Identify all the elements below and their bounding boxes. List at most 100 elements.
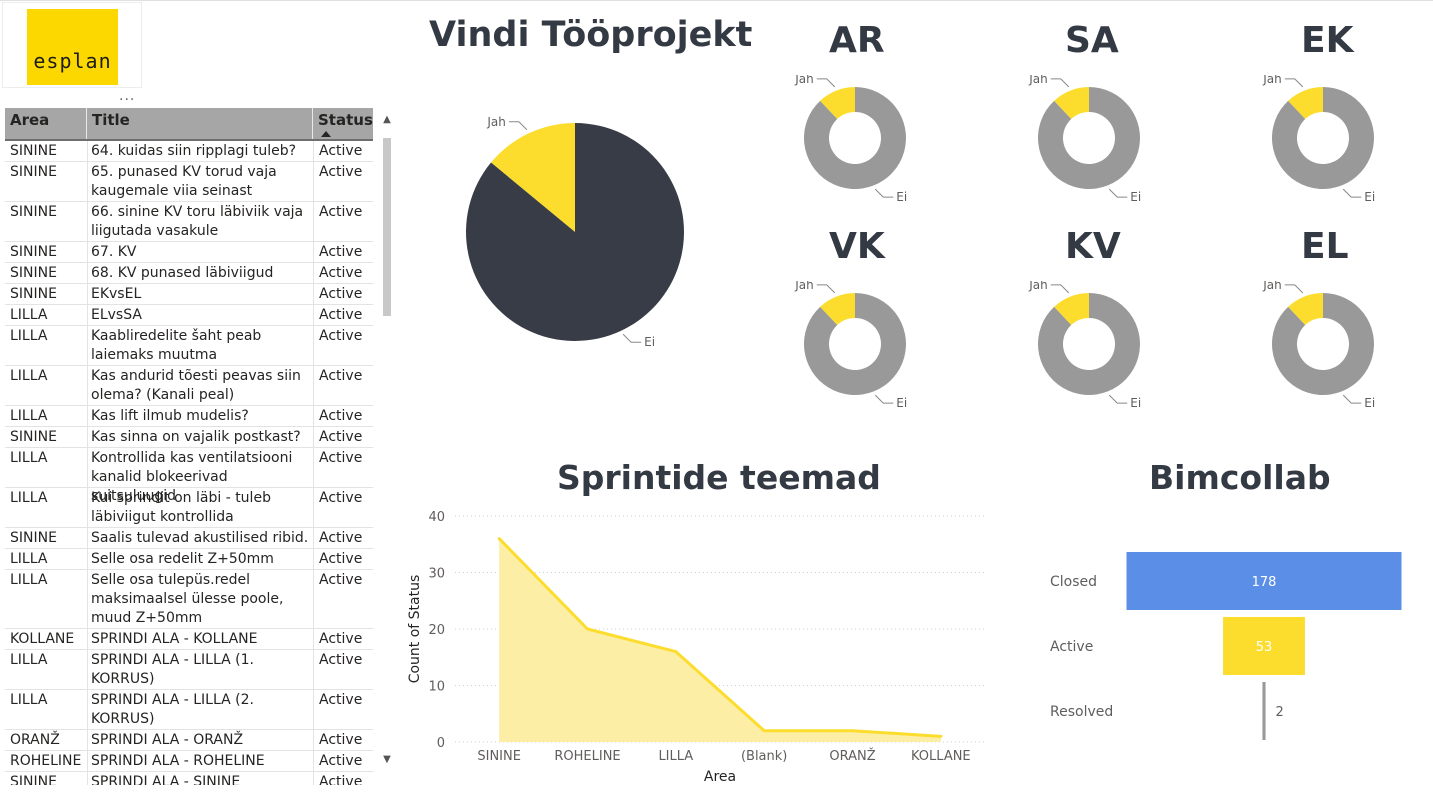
column-divider bbox=[87, 528, 88, 548]
table-row[interactable]: LILLA Selle osa tulepüs.redel maksimaalsel… bbox=[5, 570, 373, 629]
data-point[interactable] bbox=[939, 734, 943, 738]
column-divider bbox=[87, 629, 88, 649]
data-point[interactable] bbox=[497, 537, 501, 541]
cell-status: Active bbox=[319, 204, 363, 220]
column-header-area[interactable]: Area bbox=[5, 108, 87, 139]
table-row[interactable]: SININE 68. KV punased läbiviigud Active bbox=[5, 263, 373, 284]
x-tick-label: SININE bbox=[477, 749, 521, 764]
cell-title: 68. KV punased läbiviigud bbox=[87, 264, 313, 283]
column-header-status[interactable]: Status bbox=[318, 111, 373, 129]
cell-title: Saalis tulevad akustilised ribid. bbox=[87, 529, 313, 548]
table-row[interactable]: LILLA Kaabliredelite šaht peab laiemaks mu… bbox=[5, 326, 373, 366]
slice-ei[interactable] bbox=[1272, 87, 1374, 189]
area-line[interactable] bbox=[498, 537, 941, 738]
slice-ei[interactable] bbox=[466, 123, 684, 341]
table-row[interactable]: LILLA SPRINDI ALA - LILLA (1. KORRUS) Activ… bbox=[5, 650, 373, 690]
slice-jah[interactable] bbox=[820, 87, 855, 120]
table-row[interactable]: SININE 65. punased KV torud vaja kaugemale… bbox=[5, 162, 373, 202]
slice-jah[interactable] bbox=[491, 123, 575, 232]
column-divider bbox=[87, 202, 88, 241]
leader-line-ei bbox=[1342, 188, 1362, 198]
funnel-bar[interactable] bbox=[1126, 552, 1402, 610]
slice-jah[interactable] bbox=[1054, 87, 1089, 120]
funnel-value-label: 178 bbox=[1252, 575, 1277, 590]
table-row[interactable]: SININE 66. sinine KV toru läbiviik vaja li… bbox=[5, 202, 373, 242]
table-row[interactable]: SININE Saalis tulevad akustilised ribid. A… bbox=[5, 528, 373, 549]
column-header-title[interactable]: Title bbox=[87, 108, 313, 139]
label-jah: Jah bbox=[1262, 75, 1282, 86]
slice-jah[interactable] bbox=[1054, 293, 1089, 326]
leader-line-jah bbox=[508, 121, 528, 131]
main-pie-chart: Jah Ei bbox=[466, 115, 684, 349]
leader-line-jah bbox=[816, 78, 836, 88]
sort-ascending-icon[interactable] bbox=[321, 131, 331, 137]
slice-jah[interactable] bbox=[1288, 87, 1323, 120]
table-row[interactable]: LILLA Kas andurid tõesti peavas siin olema… bbox=[5, 366, 373, 406]
table-row[interactable]: SININE Kas sinna on vajalik postkast? Acti… bbox=[5, 427, 373, 448]
data-point[interactable] bbox=[851, 729, 854, 733]
cell-title-line: 67. KV bbox=[91, 244, 137, 260]
y-tick-label: 40 bbox=[428, 510, 445, 525]
column-divider bbox=[313, 690, 314, 729]
table-row[interactable]: LILLA Kui sprindit on läbi - tuleb läbivii… bbox=[5, 488, 373, 528]
table-scrollbar[interactable]: ▲ ▼ bbox=[382, 112, 392, 774]
table-row[interactable]: LILLA Kas lift ilmub mudelis? Active bbox=[5, 406, 373, 427]
cell-status: Active bbox=[319, 429, 363, 445]
cell-area: SININE bbox=[10, 530, 57, 546]
table-row[interactable]: LILLA SPRINDI ALA - LILLA (2. KORRUS) Activ… bbox=[5, 690, 373, 730]
data-point[interactable] bbox=[674, 650, 678, 654]
cell-area: SININE bbox=[10, 143, 57, 159]
cell-title: Kas andurid tõesti peavas siin olema? (Ka… bbox=[87, 367, 313, 405]
slice-ei[interactable] bbox=[1038, 87, 1140, 189]
cell-title: 64. kuidas siin ripplagi tuleb? bbox=[87, 142, 313, 161]
table-row[interactable]: KOLLANE SPRINDI ALA - KOLLANE Active bbox=[5, 629, 373, 650]
column-divider bbox=[87, 263, 88, 283]
slice-ei[interactable] bbox=[1038, 293, 1140, 395]
funnel-bar[interactable] bbox=[1262, 682, 1266, 740]
table-row[interactable]: SININE EKvsEL Active bbox=[5, 284, 373, 305]
cell-title-line: SPRINDI ALA - ROHELINE bbox=[91, 753, 265, 769]
table-row[interactable]: SININE 64. kuidas siin ripplagi tuleb? Act… bbox=[5, 141, 373, 162]
cell-area: LILLA bbox=[10, 551, 48, 567]
cell-title-line: SPRINDI ALA - SININE bbox=[91, 774, 241, 785]
funnel-value-label: 53 bbox=[1256, 640, 1273, 655]
table-row[interactable]: SININE 67. KV Active bbox=[5, 242, 373, 263]
slice-ei[interactable] bbox=[1272, 293, 1374, 395]
donut-chart-el: Jah Ei bbox=[1262, 281, 1375, 410]
more-options-icon[interactable]: ... bbox=[119, 88, 136, 104]
data-point[interactable] bbox=[762, 729, 766, 733]
leader-line-jah bbox=[1284, 284, 1304, 294]
y-tick-label: 30 bbox=[428, 567, 445, 582]
donut-chart-ek: Jah Ei bbox=[1262, 75, 1375, 204]
cell-title-line: muud Z+50mm bbox=[91, 610, 203, 626]
slice-ei[interactable] bbox=[804, 87, 906, 189]
funnel-bar[interactable] bbox=[1223, 617, 1305, 675]
scroll-thumb[interactable] bbox=[383, 138, 391, 316]
table-row[interactable]: ORANŽ SPRINDI ALA - ORANŽ Active bbox=[5, 730, 373, 751]
cell-title-line: Kas andurid tõesti peavas siin bbox=[91, 368, 301, 384]
column-divider bbox=[313, 427, 314, 447]
table-row[interactable]: LILLA ELvsSA Active bbox=[5, 305, 373, 326]
slice-jah[interactable] bbox=[1288, 293, 1323, 326]
slice-ei[interactable] bbox=[804, 293, 906, 395]
scroll-up-icon[interactable]: ▲ bbox=[383, 114, 391, 125]
cell-area: SININE bbox=[10, 164, 57, 180]
scroll-down-icon[interactable]: ▼ bbox=[383, 754, 391, 765]
slice-jah[interactable] bbox=[820, 293, 855, 326]
cell-title: Kaabliredelite šaht peab laiemaks muutma bbox=[87, 327, 313, 365]
data-point[interactable] bbox=[586, 627, 589, 631]
funnel-category-label: Active bbox=[1050, 639, 1093, 655]
table-body: SININE 64. kuidas siin ripplagi tuleb? Act… bbox=[5, 141, 373, 785]
table-row[interactable]: SININE SPRINDI ALA - SININE Active bbox=[5, 772, 373, 785]
donut-chart-ar: Jah Ei bbox=[794, 75, 907, 204]
table-row[interactable]: LILLA Kontrollida kas ventilatsiooni kanal… bbox=[5, 448, 373, 504]
table-row[interactable]: ROHELINE SPRINDI ALA - ROHELINE Active bbox=[5, 751, 373, 772]
donut-chart-sa: Jah Ei bbox=[1028, 75, 1141, 204]
cell-title-line: SPRINDI ALA - LILLA (2. bbox=[91, 692, 254, 708]
cell-area: ORANŽ bbox=[10, 732, 60, 748]
table-row[interactable]: LILLA Selle osa redelit Z+50mm Active bbox=[5, 549, 373, 570]
column-divider bbox=[313, 366, 314, 405]
leader-line-ei bbox=[874, 394, 894, 404]
column-divider bbox=[313, 406, 314, 426]
cell-status: Active bbox=[319, 692, 363, 708]
